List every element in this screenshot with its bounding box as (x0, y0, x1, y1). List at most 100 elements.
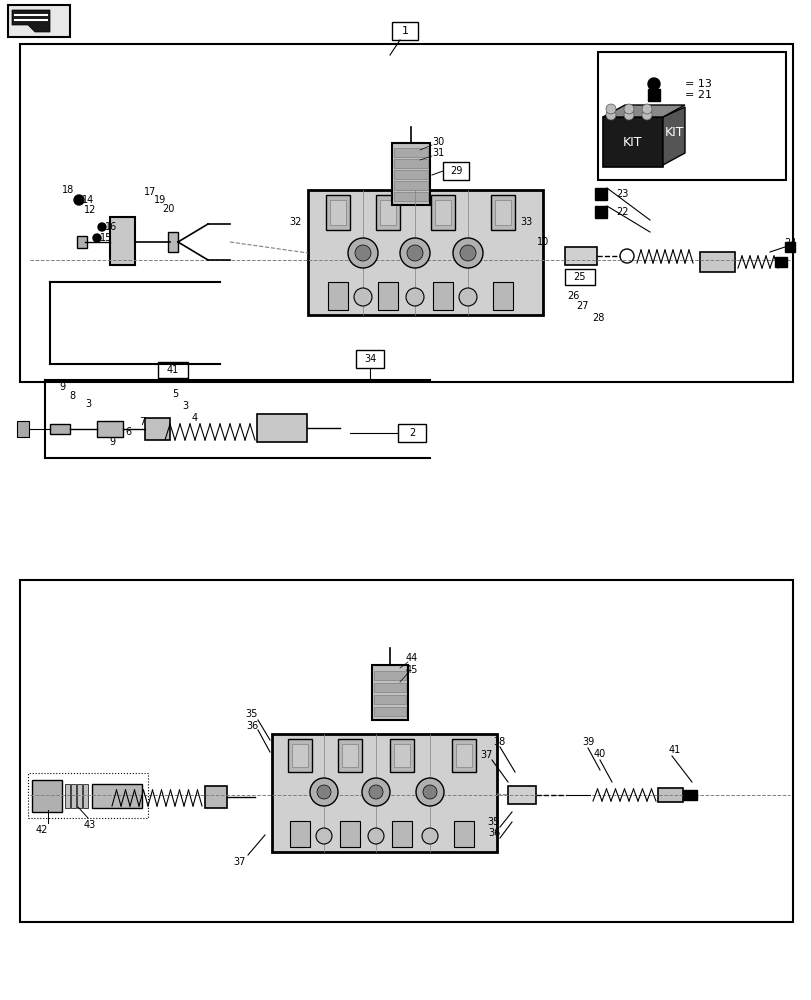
Circle shape (415, 778, 444, 806)
Circle shape (642, 110, 651, 120)
Bar (325, 195, 350, 230)
Bar (699, 252, 734, 272)
Bar (374, 695, 406, 704)
Circle shape (310, 778, 337, 806)
Circle shape (354, 245, 371, 261)
Text: 25: 25 (573, 272, 586, 282)
Text: 1: 1 (401, 26, 408, 36)
Circle shape (623, 104, 633, 114)
Circle shape (647, 78, 659, 90)
Text: 27: 27 (576, 301, 589, 311)
Bar (453, 821, 474, 847)
Bar (329, 200, 345, 225)
Bar (83, 784, 88, 808)
Text: 37: 37 (480, 750, 492, 760)
Bar (508, 786, 535, 804)
Bar (374, 671, 406, 680)
Bar (657, 788, 682, 802)
Bar (337, 739, 362, 772)
Text: = 13: = 13 (684, 79, 711, 89)
Bar (431, 195, 454, 230)
Text: 19: 19 (154, 195, 166, 205)
Bar (257, 414, 307, 442)
Bar (397, 424, 426, 442)
Bar (393, 170, 427, 179)
Bar (307, 190, 543, 315)
Text: 41: 41 (167, 365, 179, 375)
Bar (65, 784, 70, 808)
Text: 39: 39 (581, 737, 594, 747)
Text: 45: 45 (406, 665, 418, 675)
Bar (432, 282, 453, 310)
Bar (97, 421, 122, 437)
Text: 33: 33 (519, 217, 531, 227)
Bar (109, 217, 135, 265)
Text: 26: 26 (566, 291, 578, 301)
Text: 41: 41 (668, 745, 680, 755)
Circle shape (354, 288, 371, 306)
Text: 8: 8 (69, 391, 75, 401)
Text: 43: 43 (84, 820, 96, 830)
Circle shape (316, 785, 331, 799)
Polygon shape (663, 107, 684, 165)
Bar (77, 236, 87, 248)
Text: 31: 31 (431, 148, 444, 158)
Bar (594, 206, 607, 218)
Text: 3: 3 (182, 401, 188, 411)
Circle shape (400, 238, 430, 268)
Bar (392, 821, 411, 847)
Bar (392, 143, 430, 205)
Circle shape (98, 223, 106, 231)
Circle shape (605, 104, 616, 114)
Bar (145, 418, 169, 440)
Bar (92, 784, 142, 808)
Circle shape (642, 104, 651, 114)
Circle shape (93, 234, 101, 242)
Circle shape (605, 110, 616, 120)
Text: 34: 34 (363, 354, 375, 364)
Circle shape (458, 288, 476, 306)
Text: 12: 12 (84, 205, 96, 215)
Bar (272, 734, 496, 852)
Bar (50, 424, 70, 434)
Circle shape (406, 245, 423, 261)
Text: 2: 2 (409, 428, 414, 438)
Text: = 21: = 21 (684, 90, 711, 100)
Text: 5: 5 (172, 389, 178, 399)
Text: 18: 18 (62, 185, 74, 195)
Bar (495, 200, 510, 225)
Bar (292, 744, 307, 767)
Bar (71, 784, 76, 808)
Bar (492, 282, 513, 310)
Bar (77, 784, 82, 808)
Text: 16: 16 (105, 222, 117, 232)
Circle shape (406, 288, 423, 306)
Text: 30: 30 (431, 137, 444, 147)
Bar (682, 790, 696, 800)
Text: 9: 9 (59, 382, 65, 392)
Text: 38: 38 (492, 737, 504, 747)
Bar (168, 232, 178, 252)
Bar (491, 195, 514, 230)
Text: 35: 35 (246, 709, 258, 719)
Bar (355, 350, 384, 368)
Circle shape (348, 238, 378, 268)
Bar (288, 739, 311, 772)
Circle shape (422, 828, 437, 844)
Circle shape (623, 110, 633, 120)
Bar (435, 200, 450, 225)
Bar (784, 242, 794, 252)
Bar (647, 89, 659, 101)
Bar (594, 188, 607, 200)
Bar (8, 5, 70, 37)
Bar (204, 786, 227, 808)
Bar (389, 739, 414, 772)
Bar (375, 195, 400, 230)
Text: 20: 20 (161, 204, 174, 214)
Circle shape (315, 828, 332, 844)
Bar (393, 181, 427, 190)
Bar (341, 744, 358, 767)
Bar (392, 22, 418, 40)
Circle shape (453, 238, 483, 268)
Text: 14: 14 (82, 195, 94, 205)
